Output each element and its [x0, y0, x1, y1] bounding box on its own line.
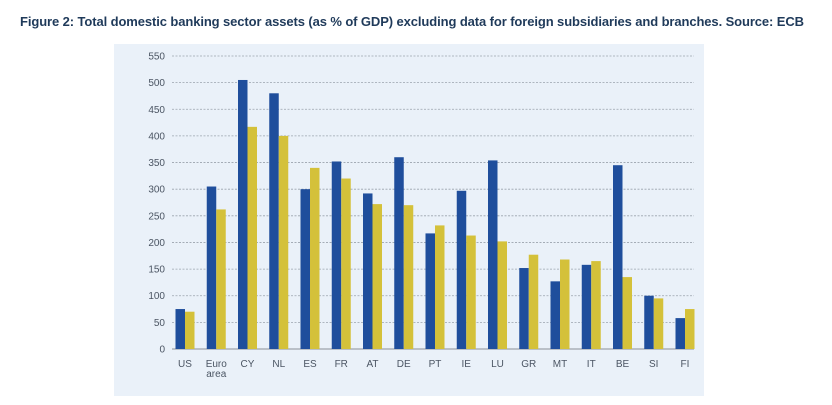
bar-series-1	[363, 193, 373, 349]
bar-series-2	[435, 225, 445, 349]
x-tick-label: NL	[272, 359, 285, 370]
y-tick-label: 200	[148, 238, 165, 249]
y-tick-label: 350	[148, 158, 165, 169]
y-tick-label: 0	[159, 345, 165, 356]
bar-series-2	[185, 311, 195, 349]
bar-series-2	[466, 235, 476, 349]
x-tick-label: SI	[649, 359, 658, 370]
x-tick-label: BE	[616, 359, 630, 370]
bar-series-2	[653, 298, 664, 349]
bar-series-2	[247, 126, 257, 350]
bar-series-1	[550, 281, 560, 349]
y-tick-label: 150	[148, 265, 165, 276]
y-tick-label: 450	[148, 105, 165, 116]
y-tick-label: 400	[148, 131, 165, 142]
bar-series-1	[238, 79, 248, 350]
bar-series-1	[675, 318, 685, 349]
x-tick-label: CY	[241, 359, 255, 370]
x-tick-label: AT	[366, 359, 378, 370]
x-tick-label: US	[178, 359, 192, 370]
x-tick-label: MT	[553, 359, 567, 370]
bar-series-2	[403, 205, 414, 349]
figure-title: Figure 2: Total domestic banking sector …	[20, 14, 804, 29]
x-tick-label: GR	[521, 359, 536, 370]
x-tick-label: FR	[335, 359, 348, 370]
y-tick-label: 500	[148, 78, 165, 89]
x-tick-label: PT	[429, 359, 442, 370]
bar-series-2	[278, 135, 289, 349]
bar-series-1	[456, 190, 467, 349]
y-axis-ticks: 0 50 100 150 200 250 300 350 400 450 500 550	[148, 52, 165, 356]
bars	[175, 79, 695, 350]
y-tick-label: 50	[154, 318, 166, 329]
bar-series-2	[622, 277, 632, 349]
y-tick-label: 300	[148, 185, 165, 196]
y-tick-label: 250	[148, 211, 165, 222]
x-tick-label: DE	[397, 359, 411, 370]
y-tick-label: 550	[148, 52, 165, 63]
x-tick-label: IE	[462, 359, 472, 370]
bar-series-2	[216, 209, 226, 349]
bar-series-1	[300, 189, 310, 349]
bar-series-1	[644, 295, 654, 349]
bar-series-1	[175, 309, 185, 349]
bar-series-1	[206, 186, 217, 349]
bar-series-1	[581, 264, 592, 349]
bar-series-1	[331, 161, 342, 349]
bar-series-2	[528, 254, 539, 349]
bar-series-1	[394, 157, 404, 349]
bar-series-1	[488, 160, 498, 349]
bar-series-1	[425, 233, 435, 349]
x-tick-label: FI	[681, 359, 690, 370]
bar-series-2	[341, 178, 351, 349]
bar-series-2	[310, 167, 320, 349]
y-tick-label: 100	[148, 291, 165, 302]
bar-series-2	[685, 309, 695, 349]
x-tick-label: Euro	[206, 359, 228, 370]
bar-series-1	[613, 165, 623, 349]
x-tick-label: area	[206, 369, 226, 380]
bar-series-2	[497, 241, 507, 349]
bar-series-2	[372, 204, 382, 349]
bar-series-2	[591, 261, 601, 349]
bar-series-1	[519, 268, 529, 349]
bar-series-1	[269, 93, 279, 349]
bar-series-2	[560, 259, 570, 349]
x-tick-label: LU	[491, 359, 504, 370]
x-tick-label: IT	[587, 359, 596, 370]
x-tick-label: ES	[303, 359, 317, 370]
